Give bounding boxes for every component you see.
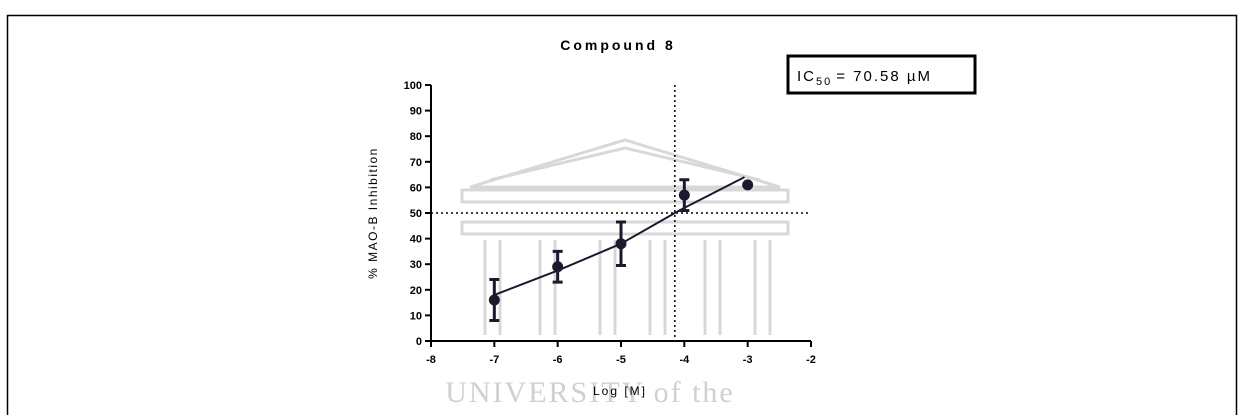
watermark-text: UNIVERSITY of the — [445, 376, 735, 409]
x-tick-label: -8 — [426, 354, 436, 366]
y-tick-label: 30 — [410, 259, 422, 271]
annotation-box — [786, 54, 977, 95]
y-tick-label: 10 — [410, 310, 422, 322]
x-tick-label: -4 — [679, 354, 690, 366]
data-point — [552, 261, 564, 273]
y-tick-label: 40 — [410, 234, 422, 246]
y-tick-label: 80 — [410, 131, 422, 143]
x-tick-label: -7 — [489, 354, 499, 366]
data-point — [678, 189, 690, 201]
data-point — [615, 238, 627, 250]
y-tick-label: 100 — [404, 80, 422, 92]
x-axis-label: Log [M] — [593, 384, 647, 398]
data-point — [742, 179, 754, 191]
x-tick-label: -6 — [553, 354, 563, 366]
annotation-text: IC — [797, 68, 816, 85]
x-tick-label: -3 — [743, 354, 753, 366]
fit-curve — [493, 176, 745, 296]
y-tick-label: 20 — [410, 285, 422, 297]
x-tick-label: -2 — [806, 354, 816, 366]
y-tick-label: 60 — [410, 182, 422, 194]
x-tick-label: -5 — [616, 354, 626, 366]
y-tick-label: 70 — [410, 157, 422, 169]
watermark-building — [460, 138, 790, 335]
annotation-subscript: 50 — [816, 76, 832, 88]
annotation: IC50 = 70.58 µM — [797, 68, 932, 88]
y-tick-label: 50 — [410, 208, 422, 220]
frame — [6, 14, 1238, 420]
y-tick-label: 90 — [410, 106, 422, 118]
y-tick-label: 0 — [416, 336, 422, 348]
annotation-text-after: = 70.58 µM — [836, 68, 932, 85]
chart-title: Compound 8 — [560, 37, 676, 53]
y-axis-label: % MAO-B Inhibition — [366, 147, 380, 279]
data-point — [488, 294, 500, 306]
